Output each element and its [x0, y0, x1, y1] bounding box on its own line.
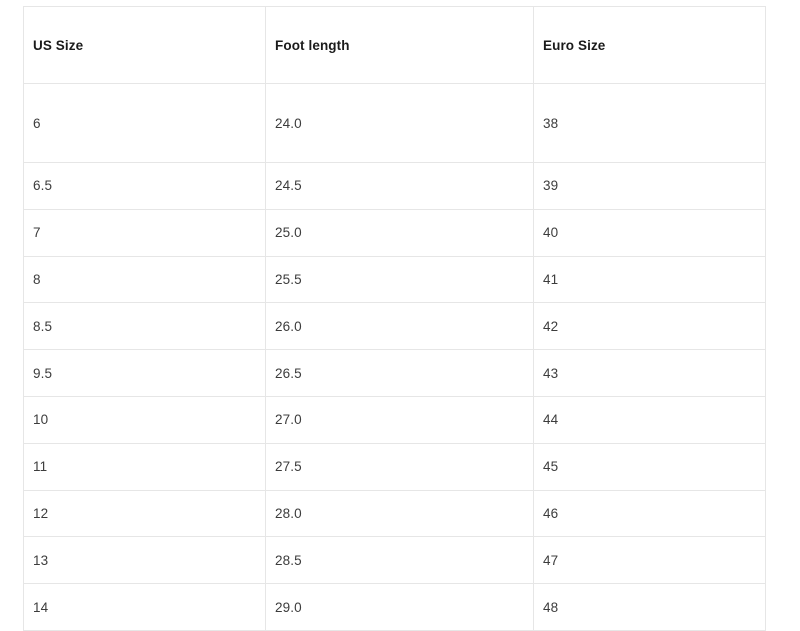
- cell-foot: 27.0: [265, 395, 534, 444]
- table-header: US Size Foot length Euro Size: [23, 6, 766, 84]
- table-row: 6.5 24.5 39: [23, 162, 766, 210]
- cell-euro: 44: [533, 395, 766, 444]
- cell-foot: 24.5: [265, 162, 534, 210]
- cell-foot: 24.0: [265, 83, 534, 163]
- cell-foot: 25.5: [265, 255, 534, 304]
- cell-euro: 48: [533, 583, 766, 631]
- cell-foot: 25.0: [265, 208, 534, 257]
- table-header-row: US Size Foot length Euro Size: [23, 6, 766, 84]
- cell-us: 10: [23, 395, 266, 444]
- cell-us: 13: [23, 536, 266, 585]
- table-row: 8.5 26.0 42: [23, 302, 766, 351]
- cell-euro: 42: [533, 302, 766, 351]
- cell-foot: 28.0: [265, 489, 534, 538]
- table-row: 14 29.0 48: [23, 583, 766, 631]
- cell-us: 12: [23, 489, 266, 538]
- cell-euro: 43: [533, 349, 766, 397]
- table-row: 9.5 26.5 43: [23, 349, 766, 397]
- column-header-us-size: US Size: [23, 6, 266, 84]
- table-row: 6 24.0 38: [23, 83, 766, 163]
- cell-euro: 45: [533, 442, 766, 491]
- cell-us: 6.5: [23, 162, 266, 210]
- cell-us: 8.5: [23, 302, 266, 351]
- size-chart-table: US Size Foot length Euro Size 6 24.0 38 6.5…: [23, 6, 766, 631]
- table-row: 11 27.5 45: [23, 442, 766, 491]
- cell-us: 6: [23, 83, 266, 163]
- cell-euro: 39: [533, 162, 766, 210]
- cell-us: 8: [23, 255, 266, 304]
- cell-us: 14: [23, 583, 266, 631]
- cell-euro: 41: [533, 255, 766, 304]
- table-row: 10 27.0 44: [23, 395, 766, 444]
- cell-euro: 47: [533, 536, 766, 585]
- cell-euro: 38: [533, 83, 766, 163]
- table-row: 7 25.0 40: [23, 208, 766, 257]
- table-row: 12 28.0 46: [23, 489, 766, 538]
- size-chart-container: US Size Foot length Euro Size 6 24.0 38 6.5…: [23, 6, 766, 631]
- table-body: 6 24.0 38 6.5 24.5 39 7 25.0 40 8 25.5 41 8.5 26.0 42 9…: [23, 83, 766, 631]
- cell-foot: 26.0: [265, 302, 534, 351]
- cell-us: 7: [23, 208, 266, 257]
- cell-euro: 40: [533, 208, 766, 257]
- column-header-foot-length: Foot length: [265, 6, 534, 84]
- column-header-euro-size: Euro Size: [533, 6, 766, 84]
- cell-foot: 28.5: [265, 536, 534, 585]
- cell-foot: 27.5: [265, 442, 534, 491]
- cell-foot: 29.0: [265, 583, 534, 631]
- table-row: 8 25.5 41: [23, 255, 766, 304]
- cell-us: 9.5: [23, 349, 266, 397]
- table-row: 13 28.5 47: [23, 536, 766, 585]
- cell-foot: 26.5: [265, 349, 534, 397]
- cell-us: 11: [23, 442, 266, 491]
- cell-euro: 46: [533, 489, 766, 538]
